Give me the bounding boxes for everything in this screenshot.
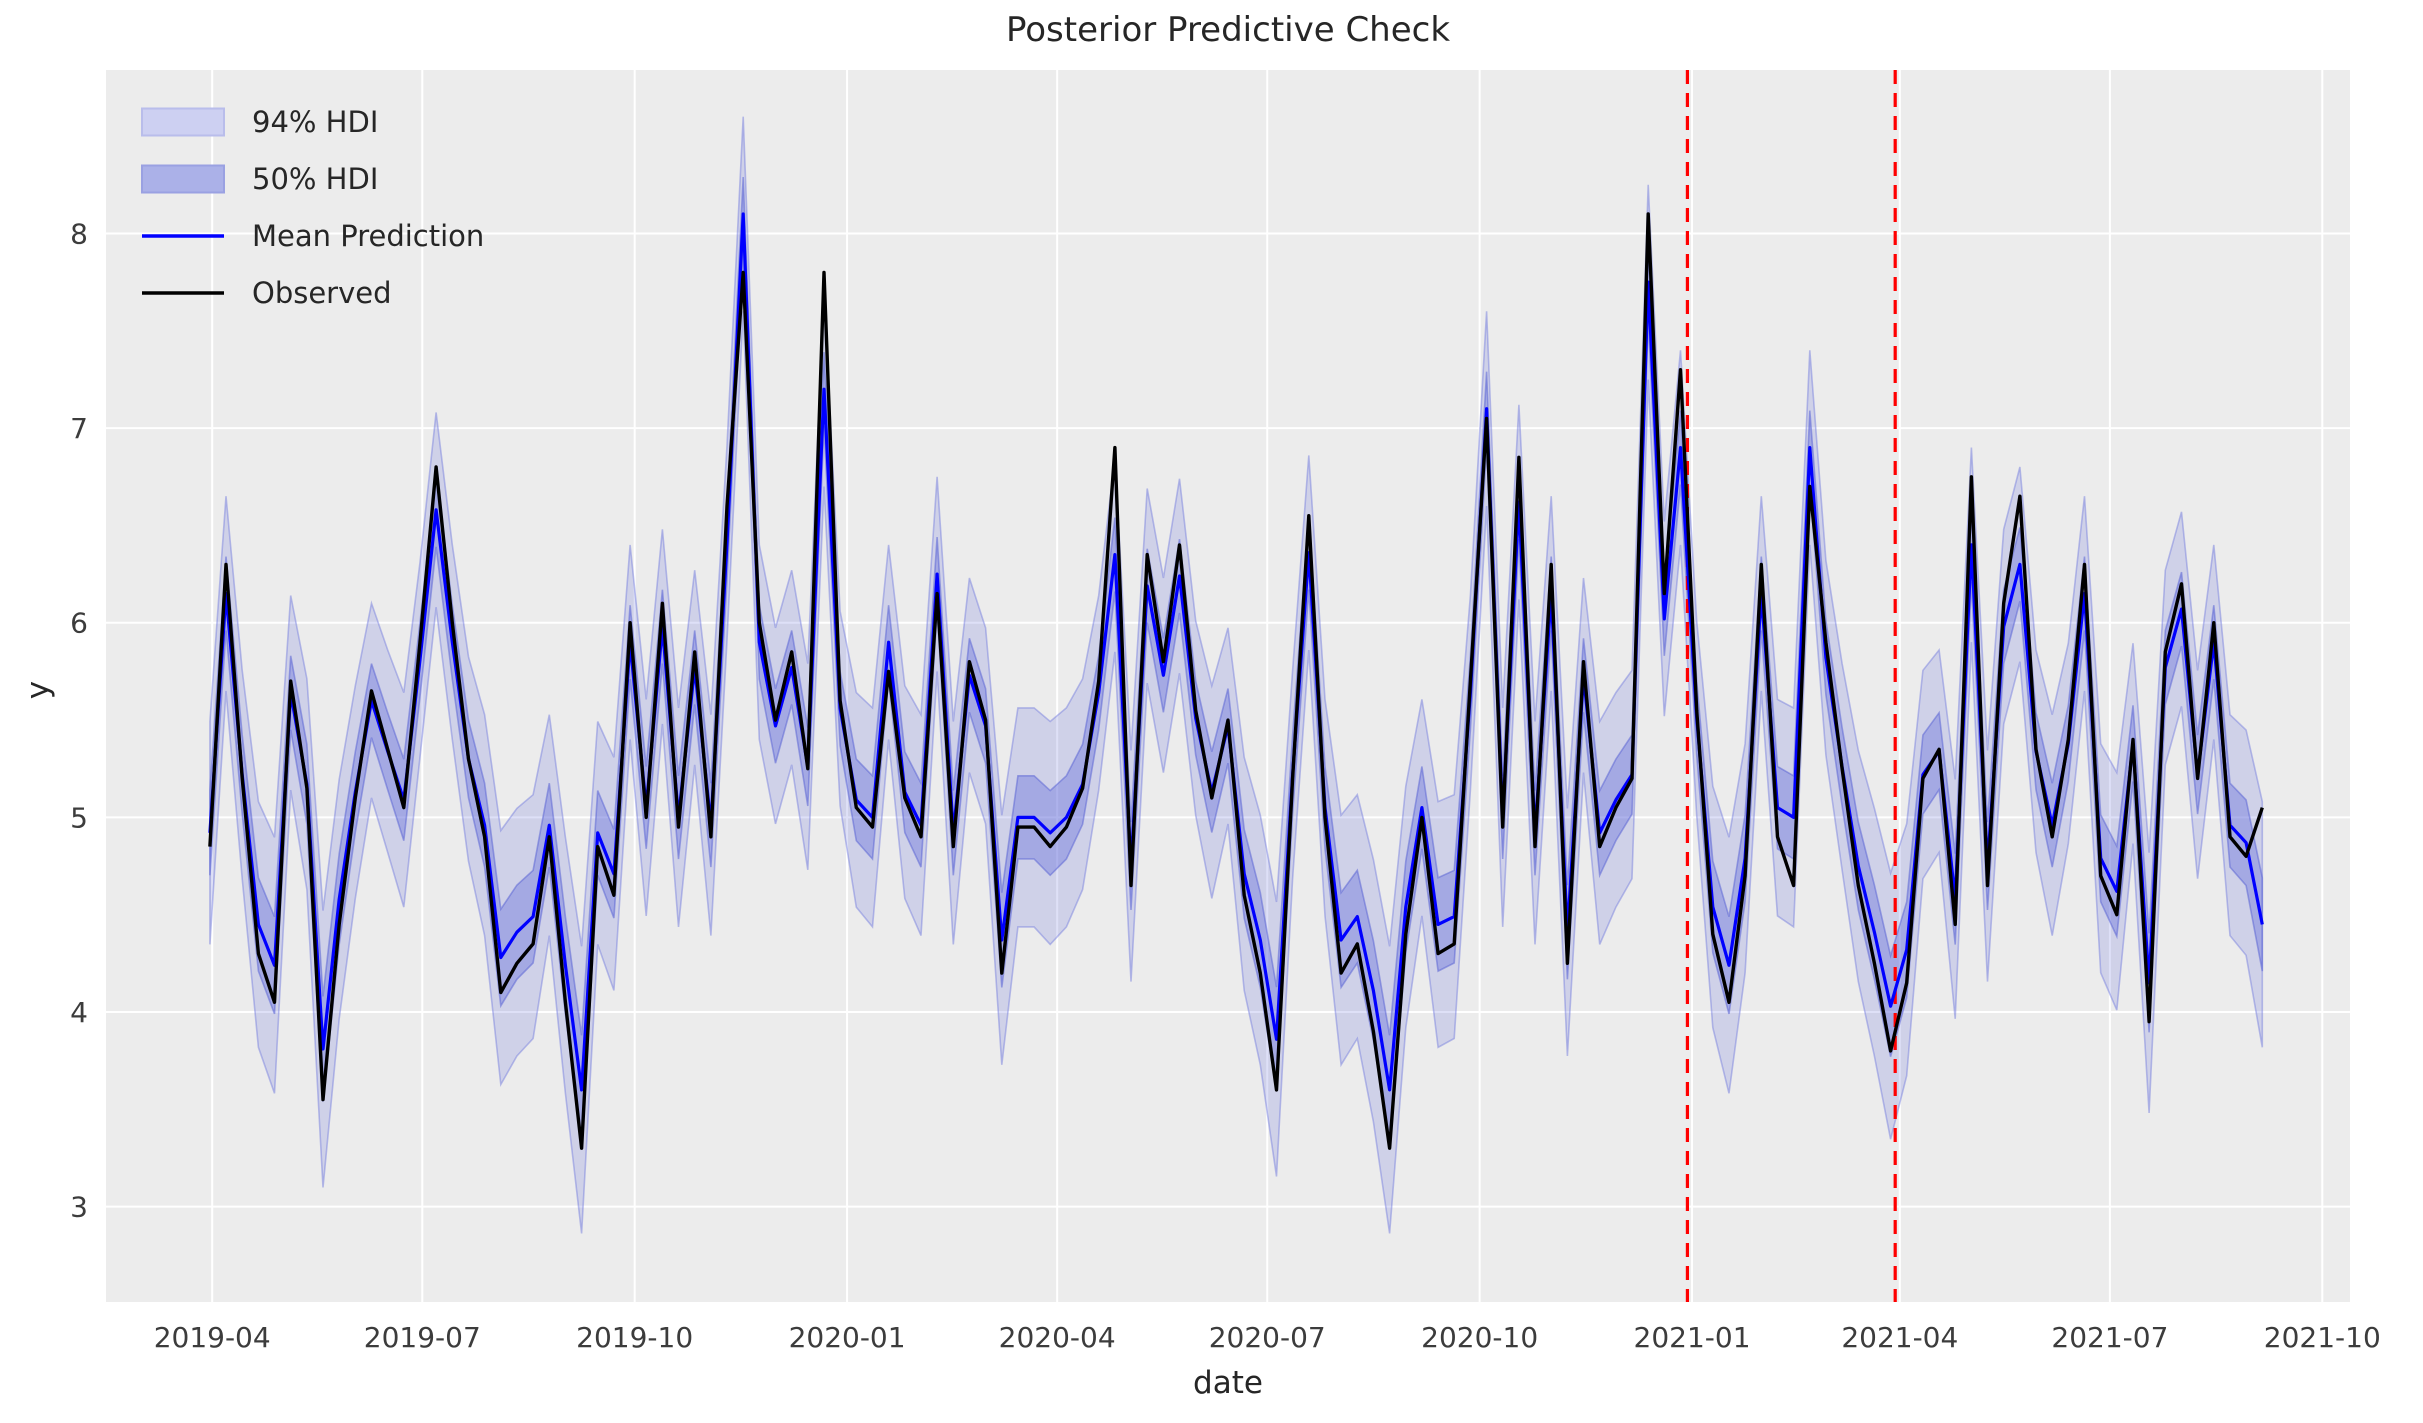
gridlines <box>106 70 2350 1302</box>
x-tick-label: 2020-07 <box>1209 1321 1326 1354</box>
chart-title: Posterior Predictive Check <box>1005 10 1451 50</box>
x-tick-label: 2021-01 <box>1634 1321 1751 1354</box>
legend-label: 94% HDI <box>252 105 378 139</box>
y-tick-label: 6 <box>70 607 88 640</box>
y-axis-label: y <box>20 680 56 700</box>
observed-line <box>208 212 2264 1150</box>
x-tick-label: 2020-04 <box>999 1321 1116 1354</box>
x-tick-label: 2021-10 <box>2264 1321 2381 1354</box>
y-tick-label: 3 <box>70 1191 88 1224</box>
y-tick-label: 7 <box>70 412 88 445</box>
y-tick-label: 4 <box>70 996 88 1029</box>
legend: 94% HDI 50% HDI Mean Prediction Observed <box>141 105 484 310</box>
x-axis-label: date <box>1193 1365 1263 1401</box>
x-tick-label: 2021-07 <box>2051 1321 2168 1354</box>
legend-label: Observed <box>252 276 392 310</box>
tick-labels: 2019-04 2019-07 2019-10 2020-01 2020-04 2020-… <box>70 217 2381 1354</box>
x-tick-label: 2019-07 <box>364 1321 481 1354</box>
y-tick-label: 8 <box>70 217 88 250</box>
legend-label: Mean Prediction <box>252 219 484 253</box>
x-tick-label: 2019-04 <box>154 1321 271 1354</box>
legend-label: 50% HDI <box>252 162 378 196</box>
legend-patch-50hdi <box>141 164 225 194</box>
x-tick-label: 2021-04 <box>1841 1321 1958 1354</box>
x-tick-label: 2019-10 <box>576 1321 693 1354</box>
x-tick-label: 2020-10 <box>1421 1321 1538 1354</box>
x-tick-label: 2020-01 <box>789 1321 906 1354</box>
y-tick-label: 5 <box>70 801 88 834</box>
hdi94-band <box>209 116 2264 1234</box>
legend-patch-94hdi <box>141 107 225 137</box>
